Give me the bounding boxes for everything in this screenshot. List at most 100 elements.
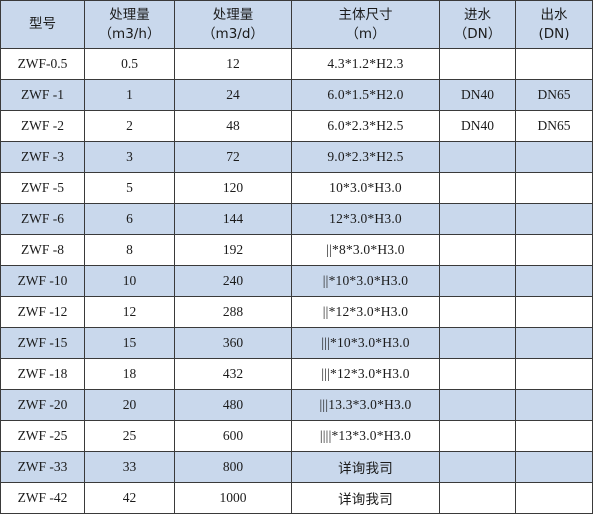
cell-model: ZWF -5 <box>0 172 85 204</box>
cell-dimension: |||*10*3.0*H3.0 <box>291 327 440 359</box>
cell-model: ZWF -3 <box>0 141 85 173</box>
cell-model: ZWF -15 <box>0 327 85 359</box>
column-header-flow_d-line2: （m3/d） <box>202 25 264 42</box>
cell-flow_d: 192 <box>174 234 292 266</box>
column-header-outlet: 出水 (DN) <box>515 0 593 49</box>
cell-dimension: 10*3.0*H3.0 <box>291 172 440 204</box>
cell-flow_d: 240 <box>174 265 292 297</box>
cell-dimension: ||*8*3.0*H3.0 <box>291 234 440 266</box>
cell-model: ZWF -6 <box>0 203 85 235</box>
cell-inlet <box>439 141 516 173</box>
cell-flow_h: 42 <box>84 482 175 514</box>
table-row: ZWF -3 3 72 9.0*2.3*H2.5 <box>0 141 593 173</box>
table-row: ZWF -20 20 480 |||13.3*3.0*H3.0 <box>0 389 593 421</box>
cell-dimension: |||*12*3.0*H3.0 <box>291 358 440 390</box>
cell-dimension: 6.0*2.3*H2.5 <box>291 110 440 142</box>
table-row: ZWF -33 33 800 详询我司 <box>0 451 593 483</box>
cell-flow_h: 20 <box>84 389 175 421</box>
cell-inlet <box>439 203 516 235</box>
column-header-inlet-line1: 进水 <box>464 7 491 24</box>
table-row: ZWF -2 2 48 6.0*2.3*H2.5 DN40 DN65 <box>0 110 593 142</box>
column-header-inlet-line2: （DN） <box>453 25 502 42</box>
cell-model: ZWF -18 <box>0 358 85 390</box>
cell-model: ZWF -8 <box>0 234 85 266</box>
cell-inlet <box>439 420 516 452</box>
cell-outlet <box>515 203 593 235</box>
cell-flow_h: 5 <box>84 172 175 204</box>
table-row: ZWF -8 8 192 ||*8*3.0*H3.0 <box>0 234 593 266</box>
cell-inlet <box>439 327 516 359</box>
cell-flow_d: 480 <box>174 389 292 421</box>
column-header-dimension-line1: 主体尺寸 <box>338 7 393 24</box>
cell-model: ZWF -33 <box>0 451 85 483</box>
cell-model: ZWF-0.5 <box>0 48 85 80</box>
cell-flow_h: 33 <box>84 451 175 483</box>
cell-outlet <box>515 48 593 80</box>
cell-outlet <box>515 451 593 483</box>
cell-outlet <box>515 389 593 421</box>
cell-model: ZWF -2 <box>0 110 85 142</box>
table-row: ZWF -15 15 360 |||*10*3.0*H3.0 <box>0 327 593 359</box>
cell-flow_h: 15 <box>84 327 175 359</box>
cell-model: ZWF -10 <box>0 265 85 297</box>
table-row: ZWF -12 12 288 ||*12*3.0*H3.0 <box>0 296 593 328</box>
table-header: 型号 处理量 （m3/h） 处理量 （m3/d） 主体尺寸 （m） 进水 （DN） 出水 (DN) <box>0 0 593 49</box>
cell-outlet <box>515 482 593 514</box>
cell-outlet <box>515 265 593 297</box>
cell-dimension: 9.0*2.3*H2.5 <box>291 141 440 173</box>
cell-inlet <box>439 48 516 80</box>
cell-inlet: DN40 <box>439 79 516 111</box>
cell-flow_h: 10 <box>84 265 175 297</box>
cell-dimension: ||||*13*3.0*H3.0 <box>291 420 440 452</box>
cell-model: ZWF -12 <box>0 296 85 328</box>
cell-dimension: 6.0*1.5*H2.0 <box>291 79 440 111</box>
cell-dimension: 详询我司 <box>291 482 440 514</box>
cell-inlet <box>439 172 516 204</box>
cell-flow_d: 800 <box>174 451 292 483</box>
cell-inlet <box>439 482 516 514</box>
table-row: ZWF -25 25 600 ||||*13*3.0*H3.0 <box>0 420 593 452</box>
column-header-flow_h-line1: 处理量 <box>109 7 150 24</box>
cell-flow_d: 72 <box>174 141 292 173</box>
cell-outlet <box>515 296 593 328</box>
table-row: ZWF -6 6 144 12*3.0*H3.0 <box>0 203 593 235</box>
column-header-flow_h: 处理量 （m3/h） <box>84 0 175 49</box>
cell-flow_d: 600 <box>174 420 292 452</box>
table-row: ZWF -18 18 432 |||*12*3.0*H3.0 <box>0 358 593 390</box>
cell-inlet <box>439 358 516 390</box>
cell-inlet <box>439 451 516 483</box>
column-header-outlet-line2: (DN) <box>538 25 570 42</box>
cell-model: ZWF -42 <box>0 482 85 514</box>
cell-inlet <box>439 234 516 266</box>
cell-dimension: 12*3.0*H3.0 <box>291 203 440 235</box>
table-body: ZWF-0.5 0.5 12 4.3*1.2*H2.3 ZWF -1 1 24 6.0*1.5… <box>0 48 593 514</box>
column-header-outlet-line1: 出水 <box>540 7 568 24</box>
cell-inlet <box>439 296 516 328</box>
cell-dimension: 4.3*1.2*H2.3 <box>291 48 440 80</box>
column-header-flow_d: 处理量 （m3/d） <box>174 0 292 49</box>
table-row: ZWF -1 1 24 6.0*1.5*H2.0 DN40 DN65 <box>0 79 593 111</box>
cell-dimension: ||*10*3.0*H3.0 <box>291 265 440 297</box>
cell-outlet <box>515 234 593 266</box>
cell-flow_h: 8 <box>84 234 175 266</box>
column-header-dimension-line2: （m） <box>345 25 386 42</box>
column-header-flow_h-line2: （m3/h） <box>98 25 161 42</box>
cell-flow_d: 144 <box>174 203 292 235</box>
column-header-dimension: 主体尺寸 （m） <box>291 0 440 49</box>
cell-flow_d: 24 <box>174 79 292 111</box>
table-row: ZWF -10 10 240 ||*10*3.0*H3.0 <box>0 265 593 297</box>
table-row: ZWF-0.5 0.5 12 4.3*1.2*H2.3 <box>0 48 593 80</box>
cell-outlet <box>515 420 593 452</box>
cell-flow_d: 432 <box>174 358 292 390</box>
cell-flow_h: 1 <box>84 79 175 111</box>
cell-outlet <box>515 141 593 173</box>
column-header-model-line1: 型号 <box>29 16 56 33</box>
column-header-flow_d-line1: 处理量 <box>212 7 254 24</box>
cell-flow_h: 25 <box>84 420 175 452</box>
cell-outlet: DN65 <box>515 79 593 111</box>
cell-dimension: ||*12*3.0*H3.0 <box>291 296 440 328</box>
cell-model: ZWF -25 <box>0 420 85 452</box>
cell-flow_h: 0.5 <box>84 48 175 80</box>
cell-flow_d: 120 <box>174 172 292 204</box>
